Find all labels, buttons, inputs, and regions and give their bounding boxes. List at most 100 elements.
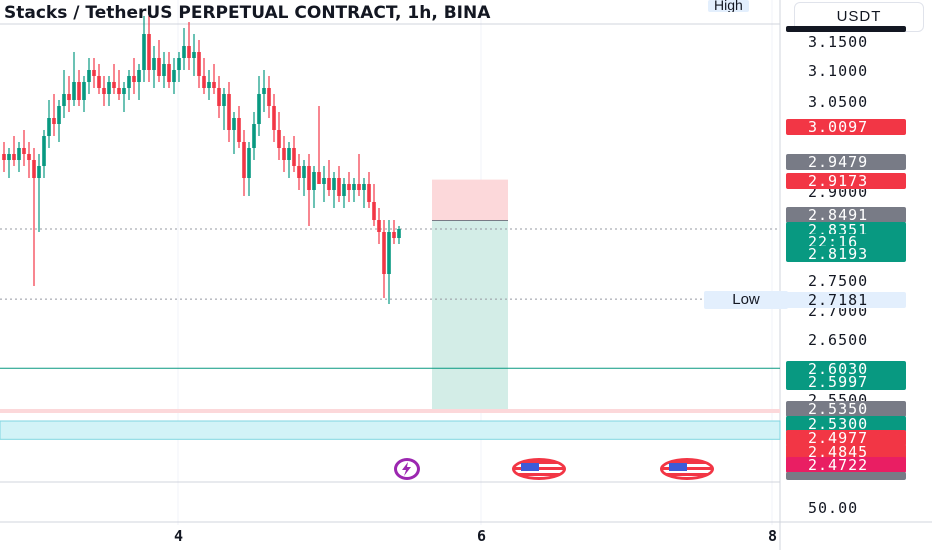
candle-body xyxy=(377,220,381,232)
candle-body xyxy=(142,34,146,70)
stop-loss-area[interactable] xyxy=(432,179,508,221)
candle-body xyxy=(47,118,51,136)
candle-body xyxy=(57,106,61,124)
price-tag: 2.4722 xyxy=(786,457,906,473)
candle-body xyxy=(92,70,96,76)
price-tag: 2.5300 xyxy=(786,416,906,432)
candle-body xyxy=(307,166,311,190)
candle-body xyxy=(382,232,386,274)
us-flag-icon[interactable] xyxy=(512,458,566,480)
candle-body xyxy=(277,130,281,148)
candle-body xyxy=(232,118,236,130)
candle-body xyxy=(257,94,261,124)
candle-body xyxy=(392,232,396,238)
candle-body xyxy=(152,58,156,70)
candle-body xyxy=(267,88,271,106)
price-tag-partial xyxy=(786,26,906,32)
price-zone xyxy=(0,421,780,440)
chart-title: Stacks / TetherUS PERPETUAL CONTRACT, 1h… xyxy=(4,3,491,23)
price-tag: 2.4977 xyxy=(786,430,906,446)
candle-body xyxy=(167,64,171,82)
candle-body xyxy=(67,94,71,100)
price-tag: 2.8193 xyxy=(786,246,906,262)
candle-body xyxy=(87,70,91,82)
price-tag: 2.5997 xyxy=(786,374,906,390)
candle-body xyxy=(197,52,201,76)
candle-body xyxy=(42,136,46,166)
candle-body xyxy=(207,82,211,88)
candle-body xyxy=(147,34,151,70)
candle-body xyxy=(107,82,111,94)
candle-body xyxy=(332,178,336,190)
candle-body xyxy=(82,82,86,100)
price-tag: 3.0097 xyxy=(786,119,906,135)
candle-body xyxy=(27,154,31,160)
candle-body xyxy=(202,76,206,88)
candle-body xyxy=(317,172,321,184)
candle-body xyxy=(177,58,181,70)
lightning-icon[interactable] xyxy=(394,458,420,480)
candle-body xyxy=(192,52,196,58)
candle-body xyxy=(287,148,291,160)
price-tag: 2.9173 xyxy=(786,173,906,189)
candle-body xyxy=(122,88,126,94)
candle-body xyxy=(352,184,356,190)
price-axis-label: 2.6500 xyxy=(808,331,869,349)
candle-body xyxy=(217,88,221,106)
price-axis-label: 3.1500 xyxy=(808,33,869,51)
candle-body xyxy=(312,172,316,190)
candle-body xyxy=(112,82,116,88)
candle-body xyxy=(337,178,341,196)
candle-body xyxy=(247,148,251,178)
price-tag: 2.5350 xyxy=(786,401,906,417)
candle-body xyxy=(7,154,11,160)
candle-body xyxy=(362,184,366,190)
candle-body xyxy=(77,82,81,100)
candle-body xyxy=(132,76,136,82)
price-axis-label: 2.7500 xyxy=(808,272,869,290)
low-label: Low xyxy=(704,291,788,309)
candle-body xyxy=(157,58,161,76)
candle-body xyxy=(292,148,296,166)
candle-body xyxy=(357,184,361,190)
candle-body xyxy=(72,82,76,100)
price-axis-label: 3.0500 xyxy=(808,93,869,111)
candle-body xyxy=(242,142,246,178)
candle-body xyxy=(62,94,66,106)
short-position-tool[interactable] xyxy=(432,179,508,409)
candle-body xyxy=(252,124,256,148)
candle-body xyxy=(32,160,36,178)
candle-body xyxy=(97,76,101,88)
price-axis-label: 50.00 xyxy=(808,499,859,517)
take-profit-area[interactable] xyxy=(432,220,508,409)
candle-body xyxy=(262,88,266,94)
candle-body xyxy=(342,184,346,196)
candle-body xyxy=(237,118,241,142)
candle-body xyxy=(52,118,56,124)
price-zone xyxy=(0,409,780,413)
candle-body xyxy=(297,166,301,178)
candle-body xyxy=(272,106,276,130)
us-flag-icon[interactable] xyxy=(660,458,714,480)
time-axis-label: 8 xyxy=(768,527,778,545)
candle-body xyxy=(372,202,376,220)
high-label: High xyxy=(708,0,749,12)
candle-body xyxy=(12,154,16,160)
price-tag: 2.6030 xyxy=(786,361,906,377)
candle-body xyxy=(327,178,331,190)
candle-body xyxy=(22,148,26,154)
price-axis-label: 3.1000 xyxy=(808,62,869,80)
candle-body xyxy=(322,178,326,184)
chart-zones xyxy=(0,409,781,440)
candle-body xyxy=(137,70,141,82)
candle-body xyxy=(127,76,131,88)
candle-body xyxy=(222,94,226,106)
price-tag: 2.7181 xyxy=(786,292,906,308)
price-tag: 2.4845 xyxy=(786,444,906,460)
price-tag-partial xyxy=(786,472,906,480)
candles xyxy=(2,16,401,304)
time-axis-label: 6 xyxy=(477,527,487,545)
candle-body xyxy=(187,46,191,58)
